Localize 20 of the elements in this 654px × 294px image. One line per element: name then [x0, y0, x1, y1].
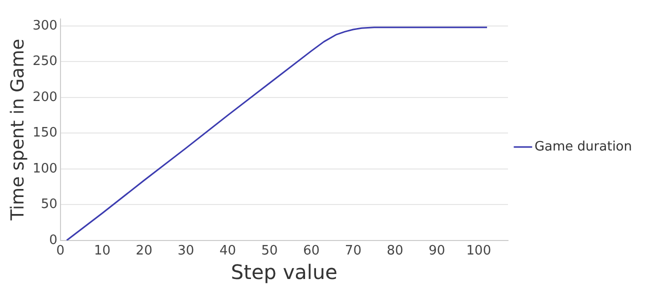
x-tick-label: 80: [386, 244, 404, 259]
x-tick-label: 40: [219, 244, 236, 259]
y-axis-title: Time spent in Game: [7, 38, 28, 222]
y-tick-label: 100: [32, 161, 58, 176]
y-tick-label: 200: [32, 90, 58, 105]
x-tick-label: 70: [344, 244, 362, 259]
y-tick-label: 300: [32, 18, 58, 34]
x-tick-label: 30: [178, 244, 194, 259]
y-tick-label: 50: [40, 197, 58, 212]
x-tick-label: 10: [94, 244, 111, 259]
y-tick-label: 0: [49, 232, 58, 248]
x-tick-label: 90: [428, 244, 446, 259]
legend-label: Game duration: [534, 139, 632, 154]
x-tick-label: 50: [261, 244, 278, 259]
x-axis-title: Step value: [230, 260, 338, 284]
x-tick-label: 100: [466, 244, 492, 259]
x-tick-label: 60: [303, 244, 320, 259]
x-tick-label: 20: [136, 244, 152, 259]
y-tick-label: 250: [32, 54, 58, 70]
y-tick-label: 150: [32, 126, 58, 141]
